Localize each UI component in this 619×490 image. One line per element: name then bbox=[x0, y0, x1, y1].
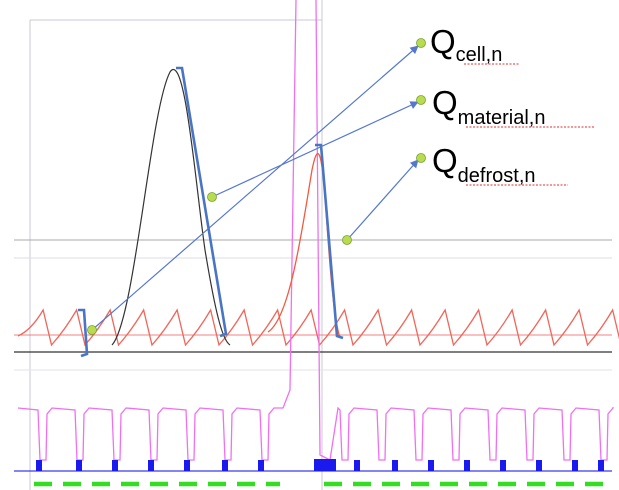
label-q-material-main: Q bbox=[432, 84, 458, 121]
state-block bbox=[148, 460, 154, 471]
state-block bbox=[184, 460, 190, 471]
power-trace bbox=[17, 0, 615, 461]
label-q-material-sub: material,n bbox=[458, 107, 546, 129]
label-q-defrost-main: Q bbox=[432, 142, 458, 179]
state-block bbox=[536, 460, 542, 471]
marker-material-start bbox=[207, 192, 217, 202]
energy-brackets bbox=[78, 66, 344, 358]
material-peak bbox=[111, 69, 231, 346]
state-block bbox=[572, 460, 578, 471]
state-block bbox=[76, 460, 82, 471]
label-q-cell: Qcell,n bbox=[430, 23, 520, 66]
state-block bbox=[222, 460, 228, 471]
label-q-cell-sub: cell,n bbox=[456, 44, 503, 66]
svg-text:Qcell,n: Qcell,n bbox=[430, 23, 502, 66]
marker-cell-end bbox=[416, 38, 426, 48]
label-q-defrost: Qdefrost,n bbox=[432, 142, 568, 187]
marker-cell-start bbox=[87, 325, 97, 335]
state-block bbox=[464, 460, 470, 471]
marker-defrost-start bbox=[342, 235, 352, 245]
state-block bbox=[36, 460, 42, 471]
label-q-material: Qmaterial,n bbox=[432, 84, 595, 129]
state-block bbox=[428, 460, 434, 471]
compressor-state-blocks bbox=[36, 459, 604, 471]
state-block bbox=[112, 460, 118, 471]
markers bbox=[87, 38, 426, 335]
state-block bbox=[500, 460, 506, 471]
label-q-cell-main: Q bbox=[430, 23, 456, 60]
label-arrows bbox=[91, 45, 419, 331]
marker-material-end bbox=[416, 95, 426, 105]
state-block bbox=[354, 460, 360, 471]
state-block bbox=[598, 460, 604, 471]
grid-lines bbox=[14, 0, 612, 490]
state-block bbox=[258, 460, 264, 471]
state-block bbox=[392, 460, 398, 471]
label-q-defrost-sub: defrost,n bbox=[458, 165, 536, 187]
state-block-defrost bbox=[314, 459, 336, 471]
svg-text:Qmaterial,n: Qmaterial,n bbox=[432, 84, 545, 129]
svg-text:Qdefrost,n: Qdefrost,n bbox=[432, 142, 536, 187]
marker-defrost-end bbox=[416, 153, 426, 163]
